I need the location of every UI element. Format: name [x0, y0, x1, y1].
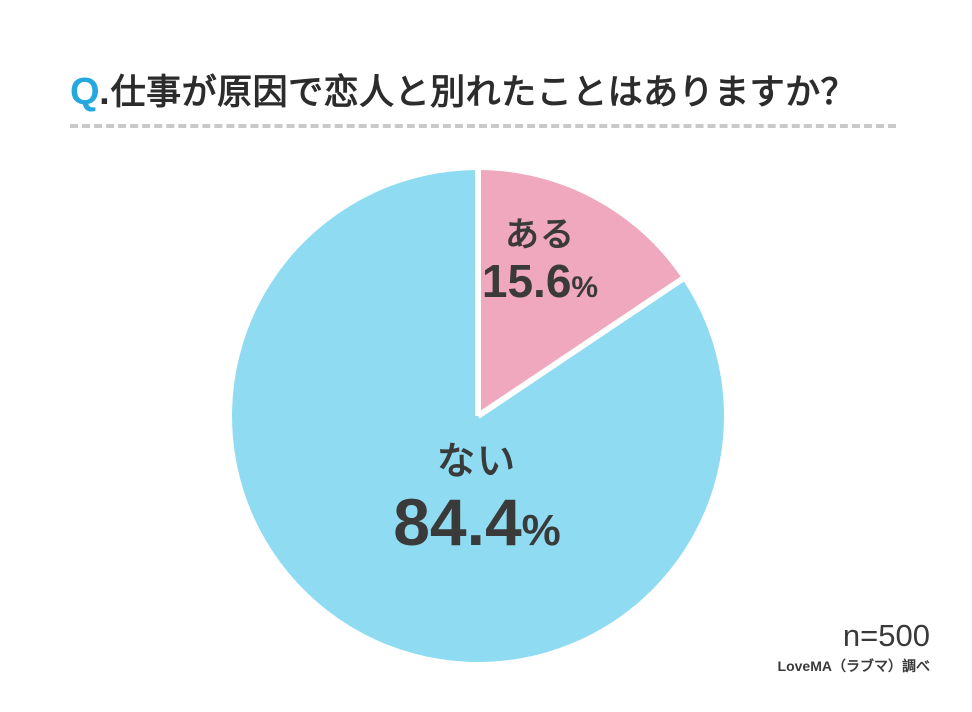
chart-footer: n=500 LoveMA（ラブマ）調べ: [777, 618, 930, 676]
pie-chart-svg: [232, 170, 724, 662]
pie-chart: ある 15.6% ない 84.4%: [0, 150, 972, 670]
slice-label-nai-percent-symbol: %: [521, 506, 561, 555]
slice-label-aru: ある 15.6%: [430, 218, 650, 304]
slice-label-aru-name: ある: [505, 216, 575, 254]
slice-label-aru-value: 15.6%: [481, 255, 599, 307]
pie-separator-right: [476, 276, 685, 419]
title-divider: [70, 124, 896, 128]
question-prefix-icon: Q: [70, 71, 100, 113]
page-title: Q . 仕事が原因で恋人と別れたことはありますか？: [70, 64, 856, 115]
question-prefix-dot: .: [99, 71, 110, 113]
slice-label-nai: ない 84.4%: [327, 443, 627, 555]
pie-slice-aru[interactable]: [478, 170, 683, 416]
slice-label-nai-name: ない: [436, 441, 517, 483]
source-attribution: LoveMA（ラブマ）調べ: [777, 657, 930, 674]
sample-size-label: n=500: [842, 618, 930, 653]
slice-label-nai-value: 84.4%: [393, 485, 561, 559]
slice-label-aru-percent-symbol: %: [571, 271, 599, 304]
question-title-text: 仕事が原因で恋人と別れたことはありますか？: [110, 73, 857, 112]
